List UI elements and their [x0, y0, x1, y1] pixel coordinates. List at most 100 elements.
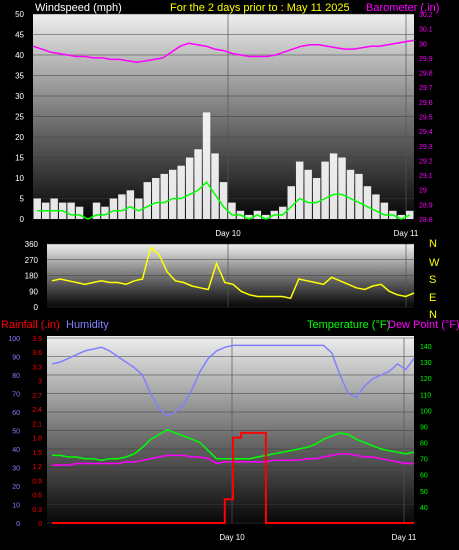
wind-gust-bar	[202, 112, 211, 219]
baro-tick-label: 28.9	[419, 202, 433, 209]
wind-gust-bar	[262, 214, 270, 219]
wind-gust-bar	[168, 169, 177, 219]
humidity-tick-label: 80	[12, 373, 20, 380]
baro-tick-label: 29.5	[419, 115, 433, 122]
baro-tick-label: 29.6	[419, 100, 433, 107]
humidity-tick-label: 70	[12, 392, 20, 399]
rain-tick-label: 0.6	[32, 493, 42, 500]
wind-gust-bar	[219, 182, 228, 219]
rain-tick-label: 3	[38, 379, 42, 386]
wind-tick-label: 40	[15, 51, 24, 60]
temp-tick-label: 100	[420, 408, 432, 415]
temp-tick-label: 110	[420, 392, 431, 399]
dir-tick-label: 0	[34, 303, 39, 312]
wind-gust-bar	[211, 153, 219, 219]
rainfall-axis-title: Rainfall (.in)	[1, 319, 60, 331]
wind-tick-label: 25	[15, 113, 24, 122]
wind-gust-bar	[101, 206, 109, 219]
temp-tick-label: 70	[420, 457, 428, 464]
rain-tick-label: 3.6	[32, 350, 42, 357]
wind-tick-label: 35	[15, 72, 24, 81]
wind-gust-bar	[109, 198, 118, 219]
dir-tick-label: 180	[25, 272, 39, 281]
baro-tick-label: 29.9	[419, 56, 433, 63]
compass-label: E	[429, 292, 436, 304]
temp-tick-label: 80	[420, 441, 428, 448]
temp-tick-label: 140	[420, 344, 432, 351]
humidity-tick-label: 90	[12, 355, 20, 362]
rain-tick-label: 1.2	[32, 464, 42, 471]
wind-gust-bar	[355, 173, 363, 219]
humidity-tick-label: 50	[12, 429, 20, 436]
rain-tick-label: 0	[38, 521, 42, 528]
humidity-tick-label: 60	[12, 410, 20, 417]
humidity-tick-label: 20	[12, 484, 20, 491]
temp-tick-label: 90	[420, 424, 428, 431]
baro-tick-label: 29.1	[419, 173, 433, 180]
baro-tick-label: 29	[419, 188, 427, 195]
baro-tick-label: 29.7	[419, 85, 433, 92]
x-tick-label: Day 10	[215, 229, 241, 238]
baro-tick-label: 30.1	[419, 27, 433, 34]
humidity-axis-title: Humidity	[66, 319, 109, 331]
dew-point-axis-title: Dew Point (°F)	[388, 319, 459, 331]
wind-gust-bar	[279, 206, 287, 219]
baro-tick-label: 29.4	[419, 129, 433, 136]
wind-gust-bar	[67, 202, 75, 219]
temperature-axis-title: Temperature (°F)	[307, 319, 390, 331]
wind-gust-bar	[228, 202, 236, 219]
humidity-tick-label: 10	[12, 503, 20, 510]
humidity-tick-label: 30	[12, 466, 20, 473]
rainfall-line	[52, 431, 414, 524]
compass-label: W	[429, 257, 440, 269]
wind-gust-bar	[245, 214, 253, 219]
series-layer	[32, 39, 415, 524]
dir-tick-label: 270	[25, 256, 39, 265]
wind-tick-label: 45	[15, 31, 24, 40]
wind-gust-bar	[380, 202, 389, 219]
wind-tick-label: 20	[15, 133, 24, 142]
rain-tick-label: 2.4	[32, 407, 42, 414]
wind-gust-bar	[338, 157, 346, 219]
wind-gust-bar	[143, 182, 152, 219]
rain-tick-label: 2.7	[32, 393, 42, 400]
wind-gust-bar	[75, 206, 84, 219]
wind-direction-line	[51, 246, 415, 300]
wind-gust-bar	[194, 149, 202, 219]
barometer-line	[32, 39, 415, 64]
rain-tick-label: 0.9	[32, 478, 42, 485]
wind-gust-bar	[152, 178, 160, 219]
wind-gust-bar	[177, 165, 185, 219]
windspeed-axis-title: Windspeed (mph)	[35, 2, 122, 14]
rain-tick-label: 3.9	[32, 336, 42, 343]
humidity-tick-label: 40	[12, 447, 20, 454]
wind-gust-bar	[312, 178, 321, 219]
wind-gust-bar	[295, 161, 304, 219]
wind-gust-bar	[92, 202, 101, 219]
wind-gust-bar	[160, 173, 168, 219]
x-tick-label: Day 11	[394, 229, 419, 238]
humidity-tick-label: 100	[8, 336, 20, 343]
humidity-line	[51, 344, 415, 417]
dir-tick-label: 360	[25, 240, 39, 249]
wind-tick-label: 15	[15, 154, 24, 163]
wind-gust-bar	[372, 194, 380, 219]
wind-gust-bar	[363, 186, 372, 219]
temp-tick-label: 50	[420, 489, 428, 496]
compass-label: S	[429, 274, 436, 286]
baro-tick-label: 29.8	[419, 71, 433, 78]
temp-tick-label: 120	[420, 376, 432, 383]
wind-gust-bar	[33, 198, 41, 219]
baro-tick-label: 29.2	[419, 158, 433, 165]
wind-tick-label: 5	[20, 195, 25, 204]
barometer-axis-title: Barometer (.in)	[366, 2, 439, 14]
wind-gust-bar	[346, 169, 355, 219]
temp-tick-label: 130	[420, 360, 432, 367]
x-tick-label: Day 10	[219, 533, 245, 542]
wind-gust-bar	[135, 198, 143, 219]
baro-tick-label: 29.3	[419, 144, 433, 151]
temp-tick-label: 40	[420, 505, 428, 512]
humidity-tick-label: 0	[16, 521, 20, 528]
baro-tick-label: 30	[419, 41, 427, 48]
